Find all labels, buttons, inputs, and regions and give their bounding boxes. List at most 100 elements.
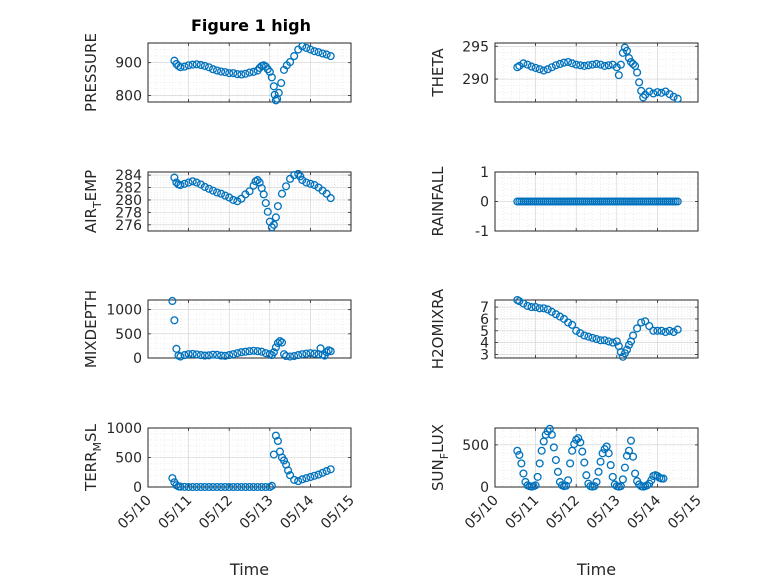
data-point [229,195,238,204]
data-point [657,88,666,97]
data-point [535,459,544,468]
data-point [200,182,209,191]
subplot-terr-msl: 05/10 05/11 05/12 05/13 05/14 05/1505001000TE… [82,421,358,579]
data-point [257,347,266,356]
data-point [572,326,581,335]
data-point [241,347,250,356]
x-tick-label: 05/14 [624,492,664,532]
data-point [174,61,183,70]
data-point [572,435,581,444]
data-point [568,59,577,68]
data-point [275,337,285,346]
y-label-subscript: T [91,201,104,209]
data-point [267,481,276,490]
data-point [661,87,670,96]
axes-box [147,42,352,103]
data-point [192,350,201,359]
data-point [271,343,280,352]
data-point [302,474,311,483]
data-point [269,82,278,91]
data-point [576,329,585,338]
y-axis-label: THETA [429,48,447,98]
y-tick-label: 290 [462,72,489,88]
data-point [294,169,303,178]
data-point [245,68,254,77]
data-point [237,70,246,79]
data-point [192,60,201,69]
data-point [653,326,662,335]
data-point [269,348,278,357]
data-point [168,296,177,306]
data-point [669,92,678,101]
data-point [281,182,291,191]
data-point [253,482,262,492]
data-point [531,303,540,312]
y-label-main: AIR [82,208,100,233]
y-tick-label: 0 [480,195,489,211]
y-tick-label: 0 [133,480,142,496]
x-tick-label: 05/13 [237,493,277,533]
data-point [608,60,617,69]
data-point [628,59,638,69]
subplot-pressure: 800 900 PRESSURE [82,33,352,112]
data-point [519,59,528,68]
data-point [645,321,654,331]
y-label-rest: EMP [82,170,100,201]
data-point [543,305,552,314]
data-point [604,61,613,70]
subplot-theta: 290 295 THETA [429,39,699,103]
axes-frame [147,42,352,103]
y-tick-label: 500 [115,451,142,467]
axes-frame [494,42,699,103]
data-point [267,73,276,82]
data-point [649,326,658,335]
data-point [523,301,532,310]
data-point [673,197,682,206]
data-point [647,476,656,485]
data-point [184,350,193,359]
data-point [513,63,522,72]
data-point [294,477,303,486]
data-point [564,476,573,485]
data-point [673,325,682,334]
data-point [184,482,193,492]
data-point [196,180,205,189]
x-axis-label: Time [576,560,616,579]
data-point [225,351,234,360]
data-point [237,482,246,492]
data-point [580,458,589,467]
y-label-main: SUN [429,459,447,491]
x-tick-label: 05/11 [503,493,543,533]
data-point [237,348,246,357]
data-point [618,475,627,484]
data-point [653,88,662,97]
data-point [326,465,335,474]
x-tick-label: 05/13 [584,493,624,533]
data-point [212,66,222,75]
data-point [635,78,644,87]
data-point [192,178,201,187]
data-point [533,472,542,481]
data-point [229,69,238,78]
data-point [196,351,205,360]
data-point [253,347,262,356]
data-point [631,469,640,478]
y-tick-label: 3 [480,347,489,363]
data-point [669,327,678,337]
data-point [188,349,197,358]
data-point [576,61,585,70]
x-tick-label: 05/11 [156,493,196,533]
data-point [279,456,289,465]
data-point [608,338,617,347]
data-point [310,47,319,56]
data-point [322,50,331,59]
y-tick-label: 295 [462,39,489,55]
data-point [584,332,593,341]
data-point [584,61,593,70]
data-point [553,467,562,476]
data-series [168,296,335,361]
data-point [535,65,544,74]
data-point [298,350,307,359]
y-label-rest: SL [82,423,100,442]
